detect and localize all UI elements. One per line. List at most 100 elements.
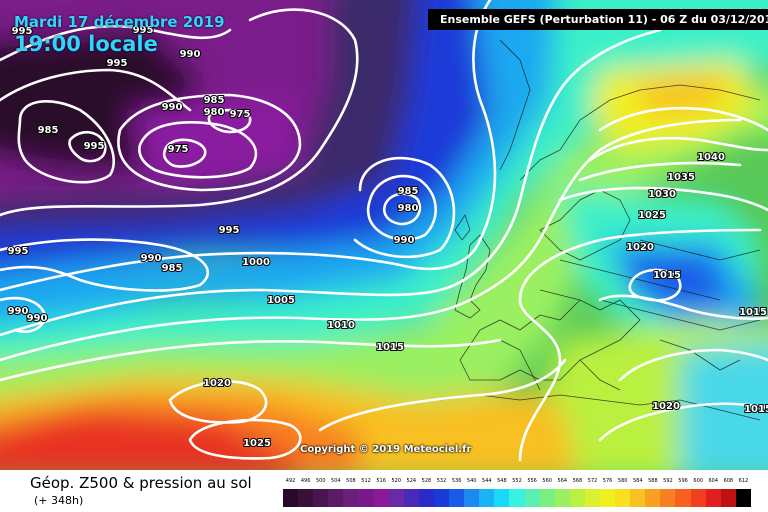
color-swatch xyxy=(418,489,434,507)
coastlines xyxy=(439,39,761,421)
color-swatch xyxy=(328,489,344,507)
scale-tick-label: 508 xyxy=(346,478,356,484)
color-swatch xyxy=(615,489,631,507)
isobar-label: 1020 xyxy=(203,378,231,389)
color-swatch xyxy=(554,489,570,507)
color-swatch xyxy=(298,489,314,507)
scale-tick-label: 592 xyxy=(663,478,673,484)
scale-tick-label: 572 xyxy=(587,478,598,484)
isobar-label: 980 xyxy=(204,107,225,118)
scale-tick-label: 564 xyxy=(557,478,568,484)
color-swatch xyxy=(599,489,616,507)
isobar-label: 1020 xyxy=(652,401,680,412)
color-swatch xyxy=(630,489,646,507)
scale-tick-label: 608 xyxy=(723,478,734,484)
color-swatch xyxy=(343,489,359,507)
scale-tick-label: 556 xyxy=(527,478,537,484)
scale-tick-label: 596 xyxy=(678,478,688,484)
isobar-label: 985 xyxy=(204,95,225,106)
scale-tick-label: 500 xyxy=(315,478,326,484)
isobar-label: 990 xyxy=(180,49,201,60)
isobar-label: 1015 xyxy=(653,270,681,281)
scale-tick-label: 528 xyxy=(421,478,432,484)
color-swatch xyxy=(403,489,419,507)
isobar-label: 990 xyxy=(162,102,183,113)
color-swatch xyxy=(720,489,736,507)
isobar-label: 1005 xyxy=(267,295,295,306)
color-swatch xyxy=(524,489,540,507)
isobar-label: 990 xyxy=(8,306,29,317)
color-swatch xyxy=(705,489,721,507)
color-swatch xyxy=(464,489,480,507)
color-scale xyxy=(283,489,751,507)
color-swatch xyxy=(479,489,495,507)
scale-tick-label: 584 xyxy=(632,478,643,484)
scale-tick-label: 552 xyxy=(512,478,522,484)
color-swatch xyxy=(358,489,374,507)
color-swatch xyxy=(569,489,585,507)
isobar-label: 990 xyxy=(141,253,162,264)
color-swatch xyxy=(509,489,525,507)
color-swatch xyxy=(735,489,751,507)
color-swatch xyxy=(660,489,676,507)
isobar-label: 1020 xyxy=(626,242,654,253)
scale-tick-label: 580 xyxy=(617,478,628,484)
scale-tick-label: 612 xyxy=(738,478,749,484)
color-scale-labels: 492 496 500 504 508 512 516 520 524 528 532 536 540 5… xyxy=(283,478,751,488)
scale-tick-label: 548 xyxy=(497,478,507,484)
scale-tick-label: 532 xyxy=(436,478,447,484)
scale-tick-label: 588 xyxy=(648,478,658,484)
copyright-notice: Copyright © 2019 Meteociel.fr xyxy=(300,444,472,455)
scale-tick-label: 544 xyxy=(482,478,492,484)
scale-tick-label: 520 xyxy=(391,478,401,484)
isobar-label: 1015 xyxy=(739,307,767,318)
scale-tick-label: 540 xyxy=(466,478,477,484)
isobar-label: 1035 xyxy=(667,172,695,183)
isobar-label: 995 xyxy=(107,58,128,69)
run-info-banner: Ensemble GEFS (Perturbation 11) - 06 Z d… xyxy=(428,9,768,30)
valid-local-time: 19:00 locale xyxy=(14,32,158,56)
color-swatch xyxy=(675,489,691,507)
scale-tick-label: 496 xyxy=(300,478,311,484)
isobar-label: 995 xyxy=(84,141,105,152)
isobar-label: 995 xyxy=(133,25,154,36)
scale-tick-label: 604 xyxy=(708,478,719,484)
isobar-label: 1015 xyxy=(376,342,404,353)
isobar-label: 985 xyxy=(38,125,59,136)
scale-tick-label: 512 xyxy=(361,478,371,484)
color-swatch xyxy=(539,489,555,507)
color-swatch xyxy=(373,489,389,507)
color-swatch xyxy=(690,489,706,507)
scale-tick-label: 600 xyxy=(693,478,703,484)
geopotential-shading xyxy=(0,0,768,470)
scale-tick-label: 524 xyxy=(406,478,417,484)
color-swatch xyxy=(449,489,465,507)
scale-tick-label: 492 xyxy=(285,478,296,484)
isobar-label: 975 xyxy=(168,144,189,155)
isobar-label: 995 xyxy=(12,26,33,37)
scale-tick-label: 516 xyxy=(376,478,386,484)
isobar-label: 1025 xyxy=(243,438,271,449)
isobar-lines xyxy=(0,0,768,462)
valid-date: Mardi 17 décembre 2019 xyxy=(14,13,225,31)
isobar-label: 985 xyxy=(162,263,183,274)
color-swatch xyxy=(494,489,510,507)
isobar-label: 1025 xyxy=(638,210,666,221)
scale-tick-label: 560 xyxy=(542,478,552,484)
scale-tick-label: 504 xyxy=(331,478,341,484)
isobar-label: 990 xyxy=(27,313,48,324)
scale-tick-label: 536 xyxy=(451,478,462,484)
color-swatch xyxy=(388,489,404,507)
isobar-label: 995 xyxy=(8,246,29,257)
scale-tick-label: 576 xyxy=(602,478,613,484)
field-title: Géop. Z500 & pression au sol xyxy=(30,474,252,492)
isobar-label: 1015 xyxy=(744,404,768,415)
isobar-label: 975 xyxy=(230,109,251,120)
isobar-label: 1010 xyxy=(327,320,355,331)
scale-tick-label: 568 xyxy=(572,478,583,484)
color-swatch xyxy=(645,489,661,507)
isobar-label: 995 xyxy=(219,225,240,236)
color-swatch xyxy=(283,489,299,507)
